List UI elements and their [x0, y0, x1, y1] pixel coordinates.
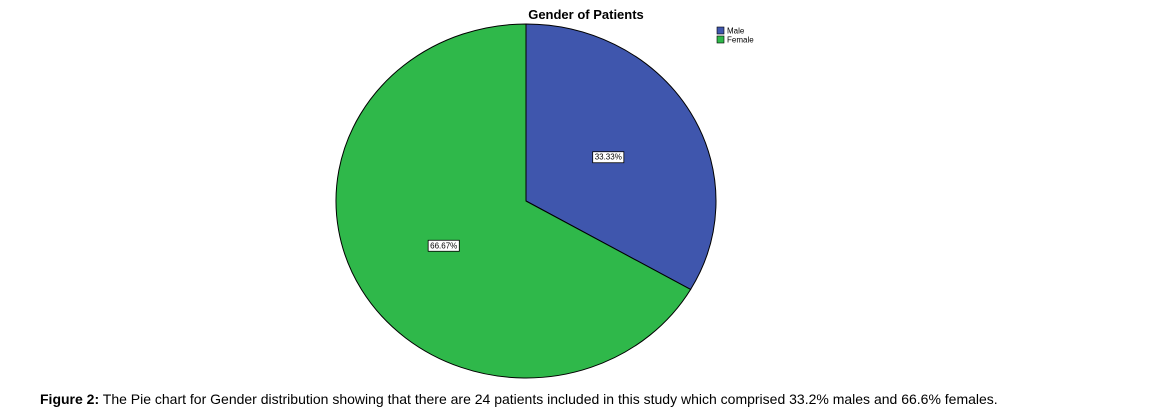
data-label-text: 33.33%	[595, 153, 622, 162]
pie-slices	[335, 23, 717, 379]
data-label-female: 66.67%	[427, 239, 460, 252]
legend-swatch-male	[716, 26, 725, 35]
figure-caption-text: The Pie chart for Gender distribution sh…	[99, 391, 998, 407]
figure-caption-label: Figure 2:	[40, 391, 100, 407]
figure-caption: Figure 2: The Pie chart for Gender distr…	[40, 391, 1165, 407]
pie-slice-female	[335, 23, 692, 379]
pie-chart: Gender of Patients 33.33% 66.67% MaleFema…	[335, 7, 754, 379]
pie-data-labels: 33.33% 66.67%	[427, 151, 625, 252]
chart-title: Gender of Patients	[528, 7, 644, 22]
data-label-box	[427, 239, 460, 252]
legend-label-male: Male	[727, 27, 745, 36]
legend-swatch-female	[716, 35, 725, 44]
data-label-box	[592, 151, 625, 164]
legend-label-female: Female	[727, 36, 754, 45]
data-label-text: 66.67%	[430, 241, 457, 250]
data-label-male: 33.33%	[592, 151, 625, 164]
